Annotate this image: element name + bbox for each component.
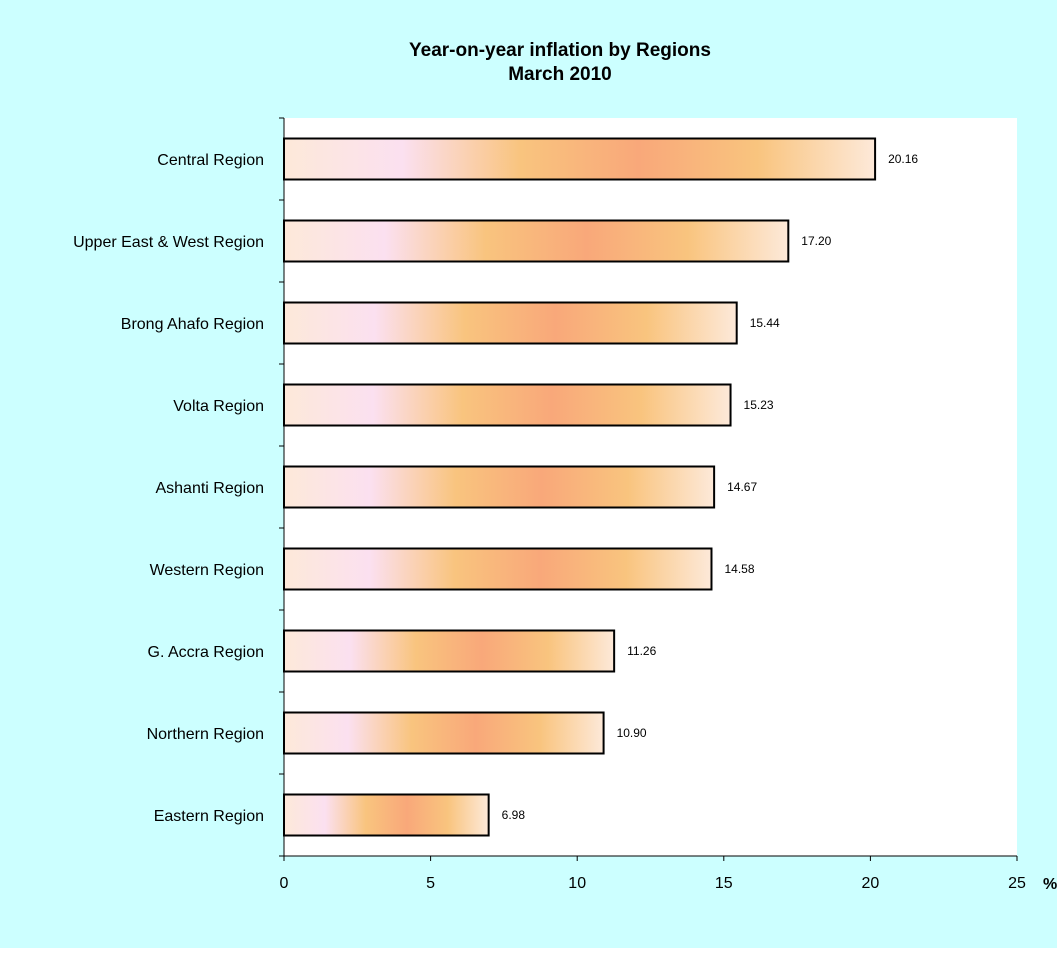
category-label: Northern Region: [147, 726, 264, 743]
data-label: 11.26: [627, 644, 656, 658]
category-label: Central Region: [157, 152, 264, 169]
chart-subtitle: March 2010: [508, 64, 612, 85]
chart-title: Year-on-year inflation by Regions: [409, 40, 711, 61]
data-label: 10.90: [617, 726, 647, 740]
bar: [283, 793, 490, 837]
x-tick-label: 5: [426, 875, 435, 892]
x-tick-label: 20: [862, 875, 880, 892]
bar: [283, 711, 605, 755]
bar: [283, 547, 713, 591]
x-tick-label: 15: [715, 875, 733, 892]
bar: [283, 137, 877, 181]
data-label: 20.16: [888, 152, 918, 166]
data-label: 15.44: [750, 316, 780, 330]
bars-group: 20.16 17.20 15.44 15.23 14.67 14.58 11.26 10.90…: [283, 137, 918, 837]
data-label: 14.67: [727, 480, 757, 494]
data-label: 14.58: [724, 562, 754, 576]
x-tick-label: 10: [568, 875, 586, 892]
category-label: Upper East & West Region: [73, 234, 264, 251]
category-label: Western Region: [150, 562, 264, 579]
bar: [283, 383, 732, 427]
bar: [283, 301, 738, 345]
category-label: Ashanti Region: [155, 480, 264, 497]
data-label: 15.23: [744, 398, 774, 412]
axes-group: Central Region Upper East & West Region Br…: [73, 117, 1057, 893]
bar: [283, 629, 616, 673]
x-unit-label: %: [1043, 876, 1057, 893]
bar: [283, 465, 716, 509]
category-label: Eastern Region: [154, 808, 264, 825]
x-tick-label: 0: [280, 875, 289, 892]
bar: [283, 219, 790, 263]
x-tick-label: 25: [1008, 875, 1026, 892]
category-label: Brong Ahafo Region: [121, 316, 264, 333]
category-label: G. Accra Region: [148, 644, 265, 661]
data-label: 6.98: [502, 808, 526, 822]
data-label: 17.20: [801, 234, 831, 248]
category-label: Volta Region: [173, 398, 264, 415]
